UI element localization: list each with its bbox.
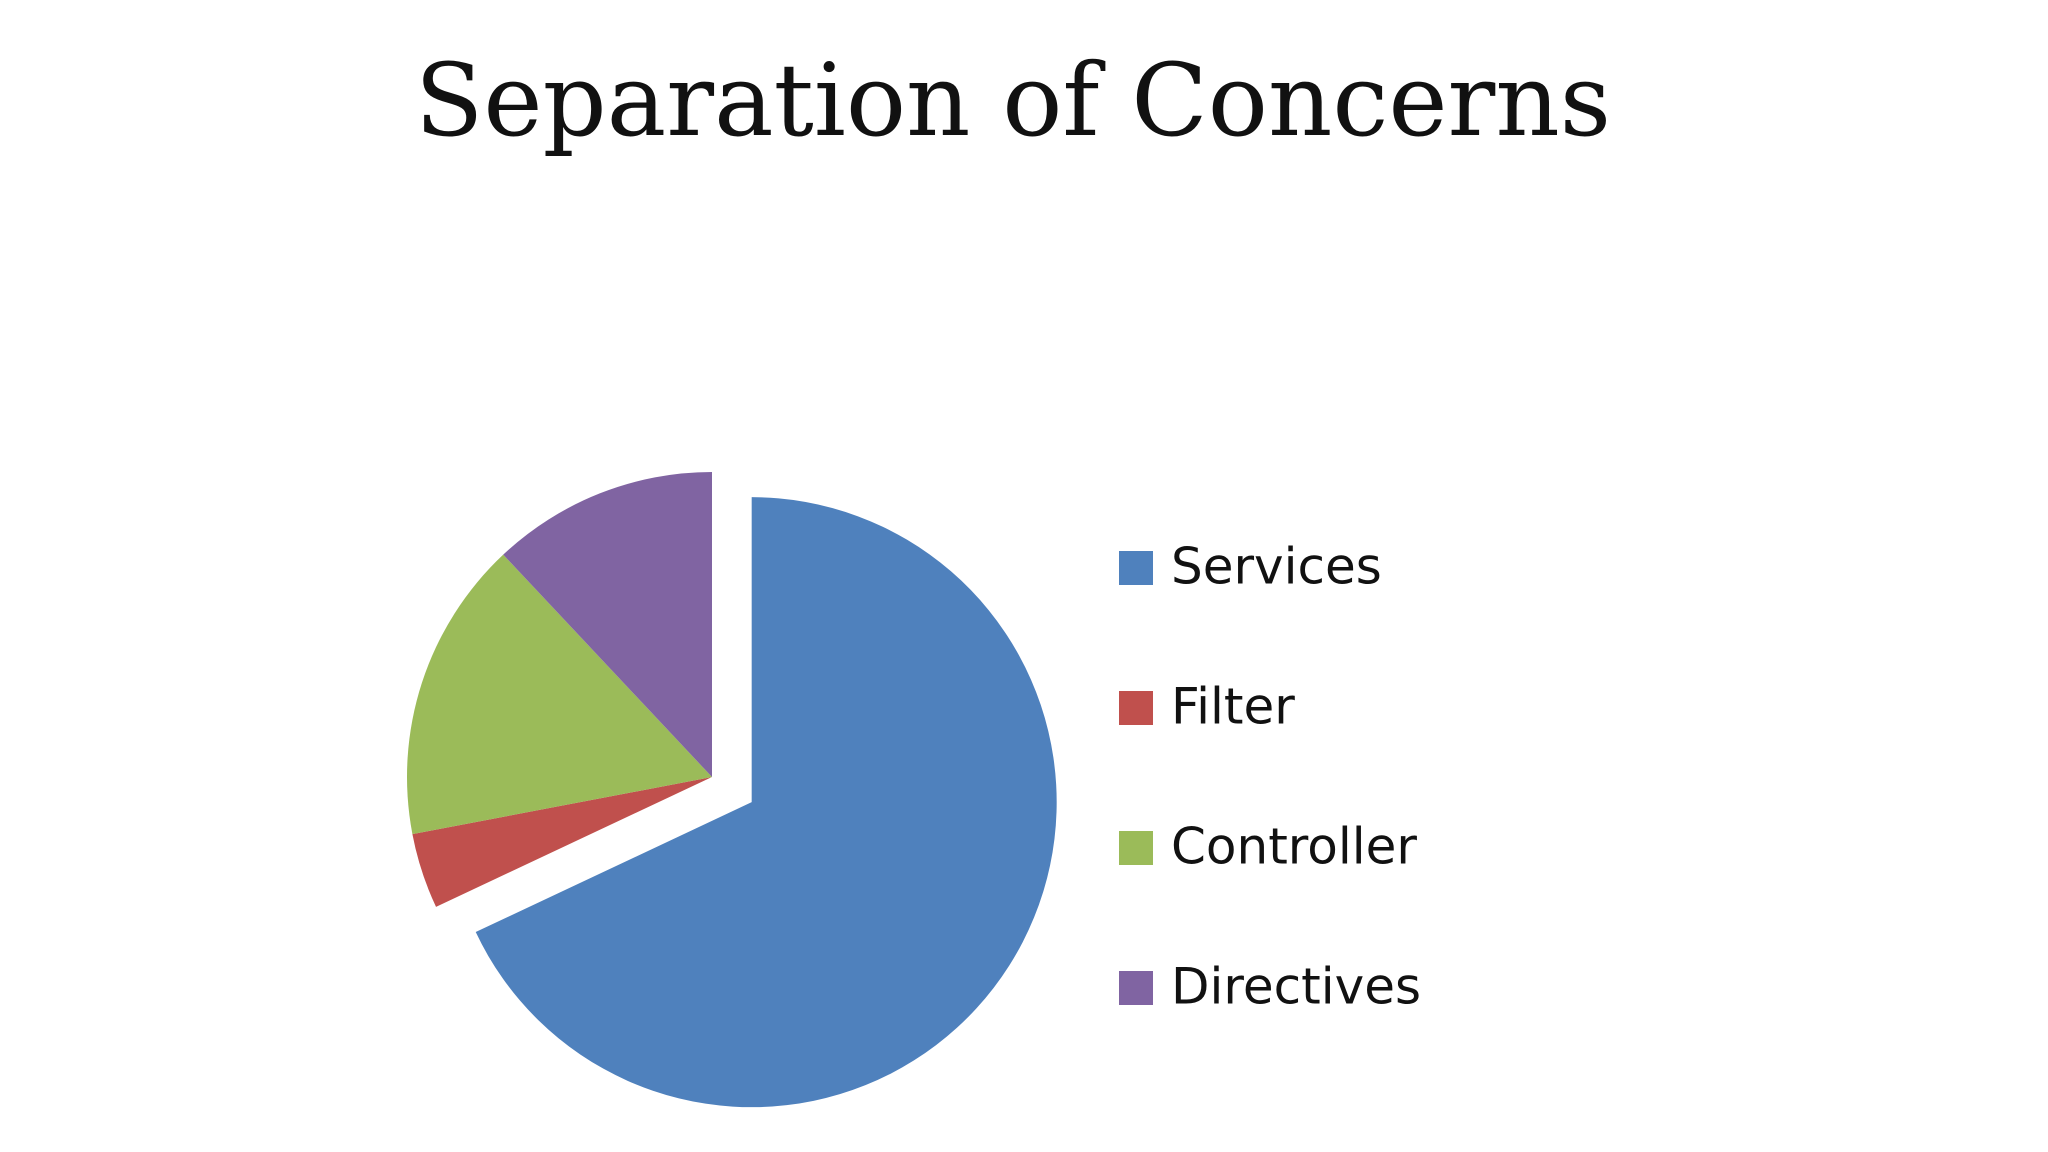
pie-slice [406,554,712,835]
legend-label: Controller [1171,818,1417,876]
legend-swatch [1119,831,1153,865]
legend-swatch [1119,551,1153,585]
pie-slice [503,472,712,777]
legend-swatch [1119,691,1153,725]
legend-label: Services [1171,538,1382,596]
legend-label: Directives [1171,958,1421,1016]
legend-label: Filter [1171,678,1295,736]
legend-swatch [1119,971,1153,1005]
chart-title: Separation of Concerns [415,42,1611,159]
pie-slice [475,497,1057,1108]
pie-slice [412,777,712,907]
